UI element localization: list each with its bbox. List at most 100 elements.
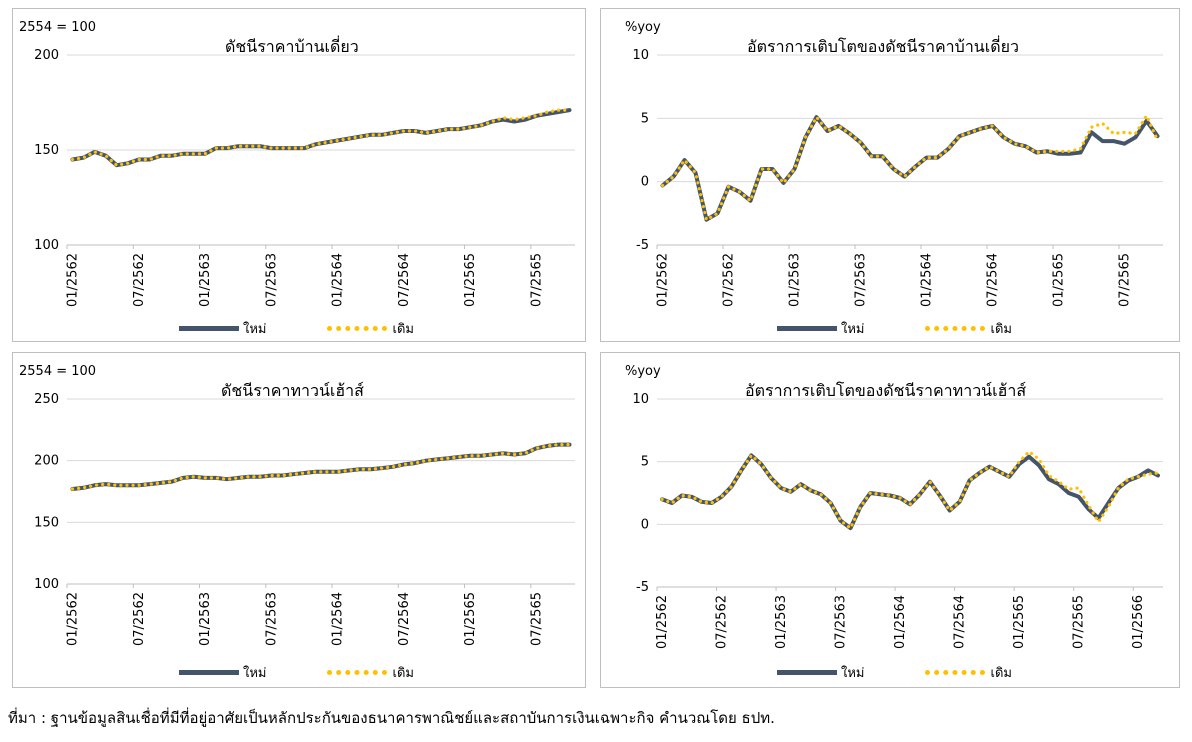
legend-label-new: ใหม่ bbox=[243, 322, 267, 337]
x-tick-label: 01/2563 bbox=[198, 592, 213, 646]
y-unit-label: 2554 = 100 bbox=[19, 20, 97, 35]
x-tick-label: 07/2563 bbox=[264, 253, 279, 307]
chart-panel-detached-growth: %yoy อัตราการเติบโตของดัชนีราคาบ้านเดี่ย… bbox=[600, 8, 1180, 342]
chart-title: อัตราการเติบโตของดัชนีราคาทาวน์เฮ้าส์ bbox=[745, 381, 1027, 400]
x-tick-label: 07/2565 bbox=[529, 253, 544, 307]
x-tick-label: 01/2564 bbox=[893, 595, 908, 649]
legend-item-new: ใหม่ bbox=[777, 318, 865, 339]
series-line-new bbox=[660, 115, 1160, 222]
y-tick-label: 5 bbox=[641, 455, 649, 470]
legend-label-new: ใหม่ bbox=[841, 322, 865, 337]
chart-svg-detached-growth: -5 0 5 10 01/2562 07/2562 01/2563 07/2563 01/256… bbox=[632, 48, 1163, 307]
x-tick-label: 07/2564 bbox=[986, 253, 1001, 307]
chart-panel-townhouse-index: 2554 = 100 ดัชนีราคาทาวน์เฮ้าส์ 100 150 20… bbox=[12, 352, 586, 688]
x-tick-label: 07/2562 bbox=[714, 595, 729, 649]
y-tick-label: 0 bbox=[641, 175, 649, 190]
chart-title: ดัชนีราคาบ้านเดี่ยว bbox=[225, 37, 359, 56]
chart-title: ดัชนีราคาทาวน์เฮ้าส์ bbox=[221, 381, 364, 400]
x-tick-label: 01/2565 bbox=[1052, 253, 1067, 307]
legend-item-old: เดิม bbox=[326, 318, 414, 339]
chart-svg-townhouse-growth: -5 0 5 10 01/2562 07/2562 01/2563 07/2563 01/256… bbox=[632, 392, 1163, 649]
y-tick-label: 250 bbox=[34, 392, 59, 407]
chart-legend: ใหม่ เดิม bbox=[179, 318, 474, 339]
legend-label-old: เดิม bbox=[990, 666, 1012, 681]
y-tick-label: 200 bbox=[34, 48, 59, 63]
legend-label-old: เดิม bbox=[990, 322, 1012, 337]
x-tick-label: 01/2564 bbox=[331, 592, 346, 646]
x-tick-label: 01/2562 bbox=[655, 595, 670, 649]
y-tick-label: 100 bbox=[34, 577, 59, 592]
y-tick-label: 150 bbox=[34, 515, 59, 530]
legend-swatch-new bbox=[179, 670, 239, 675]
legend-swatch-old bbox=[326, 670, 387, 675]
legend-label-new: ใหม่ bbox=[243, 666, 267, 681]
chart-title: อัตราการเติบโตของดัชนีราคาบ้านเดี่ยว bbox=[747, 37, 1019, 56]
legend-swatch-new bbox=[777, 670, 837, 675]
x-tick-label: 01/2565 bbox=[1012, 595, 1027, 649]
chart-svg-townhouse-index: 100 150 200 250 01/2562 07/2562 01/2563 07/2563… bbox=[34, 392, 575, 646]
series-line-old bbox=[660, 449, 1160, 531]
x-tick-label: 01/2562 bbox=[66, 253, 81, 307]
legend-item-new: ใหม่ bbox=[777, 662, 865, 683]
legend-label-old: เดิม bbox=[392, 322, 414, 337]
y-tick-label: 10 bbox=[632, 392, 649, 407]
y-tick-label: 200 bbox=[34, 454, 59, 469]
legend-label-new: ใหม่ bbox=[841, 666, 865, 681]
x-tick-label: 01/2564 bbox=[920, 253, 935, 307]
legend-item-old: เดิม bbox=[326, 662, 414, 683]
y-tick-label: 5 bbox=[641, 111, 649, 126]
x-tick-label: 01/2563 bbox=[774, 595, 789, 649]
chart-svg-detached-index: 100 150 200 01/2562 07/2562 01/2563 07/2563 01/… bbox=[34, 48, 575, 307]
x-tick-label: 07/2562 bbox=[722, 253, 737, 307]
y-tick-label: 100 bbox=[34, 238, 59, 253]
y-tick-label: 10 bbox=[632, 48, 649, 63]
y-unit-label: %yoy bbox=[625, 20, 661, 35]
series-line-old bbox=[70, 108, 572, 167]
x-tick-label: 07/2565 bbox=[1072, 595, 1087, 649]
x-tick-label: 07/2563 bbox=[854, 253, 869, 307]
series-line-new bbox=[660, 453, 1160, 531]
x-tick-label: 07/2562 bbox=[132, 253, 147, 307]
series-line-old bbox=[70, 442, 572, 491]
y-tick-label: -5 bbox=[636, 238, 649, 253]
legend-item-new: ใหม่ bbox=[179, 318, 267, 339]
x-tick-label: 01/2562 bbox=[656, 253, 671, 307]
x-tick-label: 07/2564 bbox=[953, 595, 968, 649]
legend-swatch-old bbox=[924, 326, 985, 331]
x-tick-label: 01/2562 bbox=[66, 592, 81, 646]
x-tick-label: 01/2565 bbox=[463, 592, 478, 646]
chart-panel-detached-index: 2554 = 100 ดัชนีราคาบ้านเดี่ยว 100 150 200… bbox=[12, 8, 586, 342]
x-tick-label: 01/2565 bbox=[463, 253, 478, 307]
chart-legend: ใหม่ เดิม bbox=[777, 662, 1072, 683]
x-tick-label: 07/2562 bbox=[132, 592, 147, 646]
x-tick-label: 01/2566 bbox=[1131, 595, 1146, 649]
legend-swatch-new bbox=[179, 326, 239, 331]
chart-legend: ใหม่ เดิม bbox=[179, 662, 474, 683]
x-tick-label: 07/2563 bbox=[834, 595, 849, 649]
legend-swatch-old bbox=[924, 670, 985, 675]
series-line-old bbox=[660, 112, 1160, 223]
y-tick-label: 150 bbox=[34, 143, 59, 158]
y-tick-label: -5 bbox=[636, 580, 649, 595]
chart-panel-townhouse-growth: %yoy อัตราการเติบโตของดัชนีราคาทาวน์เฮ้า… bbox=[600, 352, 1180, 688]
series-line-new bbox=[70, 442, 572, 491]
legend-item-old: เดิม bbox=[924, 662, 1012, 683]
y-unit-label: %yoy bbox=[625, 364, 661, 379]
y-unit-label: 2554 = 100 bbox=[19, 364, 97, 379]
x-tick-label: 01/2564 bbox=[331, 253, 346, 307]
x-tick-label: 07/2565 bbox=[529, 592, 544, 646]
series-line-new bbox=[70, 108, 572, 168]
legend-item-old: เดิม bbox=[924, 318, 1012, 339]
source-note: ที่มา : ฐานข้อมูลสินเชื่อที่มีที่อยู่อาศ… bbox=[8, 709, 775, 727]
legend-item-new: ใหม่ bbox=[179, 662, 267, 683]
x-tick-label: 01/2563 bbox=[788, 253, 803, 307]
x-tick-label: 07/2564 bbox=[397, 592, 412, 646]
x-tick-label: 07/2565 bbox=[1118, 253, 1133, 307]
legend-label-old: เดิม bbox=[392, 666, 414, 681]
x-tick-label: 07/2563 bbox=[264, 592, 279, 646]
chart-legend: ใหม่ เดิม bbox=[777, 318, 1072, 339]
y-tick-label: 0 bbox=[641, 517, 649, 532]
x-tick-label: 07/2564 bbox=[397, 253, 412, 307]
x-tick-label: 01/2563 bbox=[198, 253, 213, 307]
legend-swatch-old bbox=[326, 326, 387, 331]
